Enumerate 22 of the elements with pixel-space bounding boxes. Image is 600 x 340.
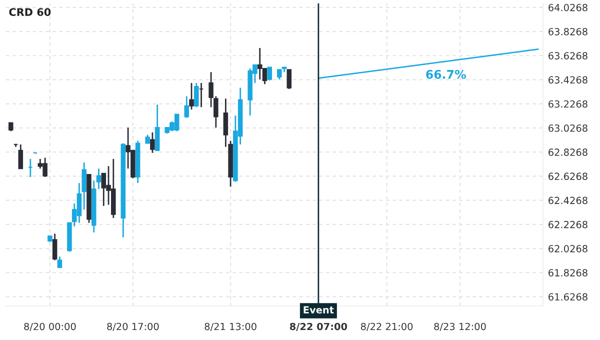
chart-title: CRD 60 [9, 8, 51, 16]
x-tick-label: 8/20 00:00 [24, 322, 76, 331]
x-tick-label: 8/20 17:00 [107, 322, 159, 331]
y-tick-label: 62.8268 [548, 148, 588, 156]
x-tick-label: 8/23 12:00 [434, 322, 486, 331]
y-tick-label: 64.0268 [548, 4, 588, 12]
y-tick-label: 62.6268 [548, 172, 588, 180]
annotation: 66.7% [426, 70, 466, 79]
x-tick-label: 8/21 13:00 [204, 322, 256, 331]
y-tick-label: 63.8268 [548, 28, 588, 36]
y-tick-label: 62.0268 [548, 244, 588, 252]
y-tick-label: 62.2268 [548, 220, 588, 228]
y-tick-label: 63.4268 [548, 76, 588, 84]
x-tick-label: 8/22 21:00 [360, 322, 413, 331]
y-tick-label: 62.4268 [548, 196, 588, 204]
y-tick-label: 63.2268 [548, 100, 588, 108]
y-tick-label: 61.8268 [548, 269, 588, 276]
x-tick-label: 8/22 07:00 [290, 322, 348, 331]
ref-line-label: Event [304, 306, 334, 314]
y-tick-label: 61.6268 [548, 293, 588, 301]
y-tick-label: 63.0268 [548, 124, 588, 132]
y-tick-label: 63.6268 [548, 52, 588, 60]
